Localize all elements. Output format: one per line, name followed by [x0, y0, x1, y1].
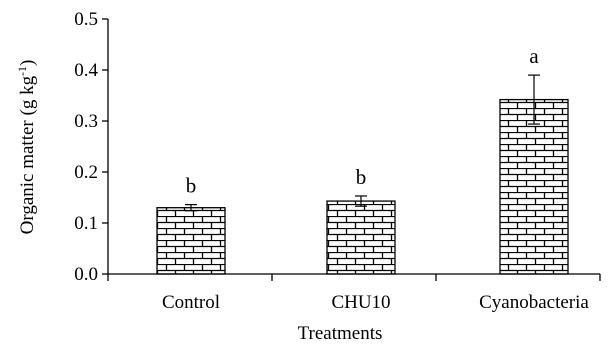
y-tick-label: 0.2 [74, 162, 98, 183]
bar-cyanobacteria [499, 98, 569, 275]
significance-labels: b b a [186, 44, 540, 198]
x-axis-title: Treatments [298, 323, 383, 344]
y-tick-label: 0.0 [74, 264, 98, 285]
significance-label: b [186, 174, 197, 198]
error-bar-cyanobacteria [528, 74, 540, 125]
significance-label: a [529, 44, 539, 68]
y-axis-ticks: 0.0 0.1 0.2 0.3 0.4 0.5 [74, 9, 108, 285]
significance-label: b [356, 165, 367, 189]
category-label: Control [162, 292, 220, 313]
y-axis-title-close: ) [17, 60, 38, 66]
y-tick-label: 0.1 [74, 213, 98, 234]
x-axis-ticks [107, 274, 601, 281]
bar-control [156, 207, 226, 275]
y-tick-label: 0.4 [74, 60, 98, 81]
y-tick-label: 0.3 [74, 111, 98, 132]
y-axis-title: Organic matter (g kg-1) [15, 60, 38, 235]
category-label: Cyanobacteria [479, 292, 589, 313]
error-bar-control [185, 204, 197, 212]
error-bars [185, 74, 540, 212]
error-bar-chu10 [355, 195, 367, 207]
x-axis-categories: Control CHU10 Cyanobacteria [162, 292, 589, 313]
y-axis-title-main: Organic matter (g kg [17, 75, 38, 234]
bar-chu10 [326, 200, 396, 275]
y-axis-title-superscript: -1 [15, 66, 29, 76]
y-tick-label: 0.5 [74, 9, 98, 30]
category-label: CHU10 [331, 292, 390, 313]
